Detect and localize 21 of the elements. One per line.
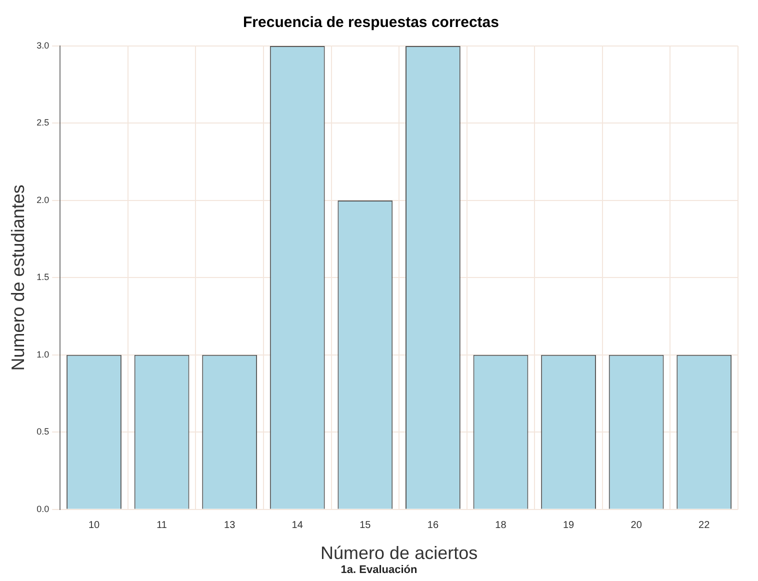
y-tick-label: 0.0 [36,504,50,514]
x-tick-label: 11 [156,520,168,532]
y-axis-title: Numero de estudiantes [8,184,28,371]
x-axis-title: Número de aciertos [320,543,478,564]
x-tick-label: 18 [495,520,507,532]
y-tick-label: 0.5 [36,426,50,437]
y-tick-label: 1.5 [36,272,50,282]
y-tick-label: 1.0 [36,349,50,360]
text: 1a. Evaluación [340,564,418,576]
y-tick-label: 3.0 [36,40,50,50]
x-tick-label: 13 [224,520,236,532]
chart-title: Frecuencia de respuestas correctas [243,14,499,32]
y-tick-label: 2.0 [36,194,50,205]
x-tick-label: 22 [698,520,710,532]
x-tick-label: 10 [88,520,100,532]
x-tick-label: 14 [292,520,304,532]
x-tick-label: 19 [562,520,575,532]
x-tick-label: 16 [427,520,439,532]
y-tick-label: 2.5 [36,118,50,128]
x-tick-label: 15 [360,520,372,532]
x-tick-label: 20 [630,520,642,532]
